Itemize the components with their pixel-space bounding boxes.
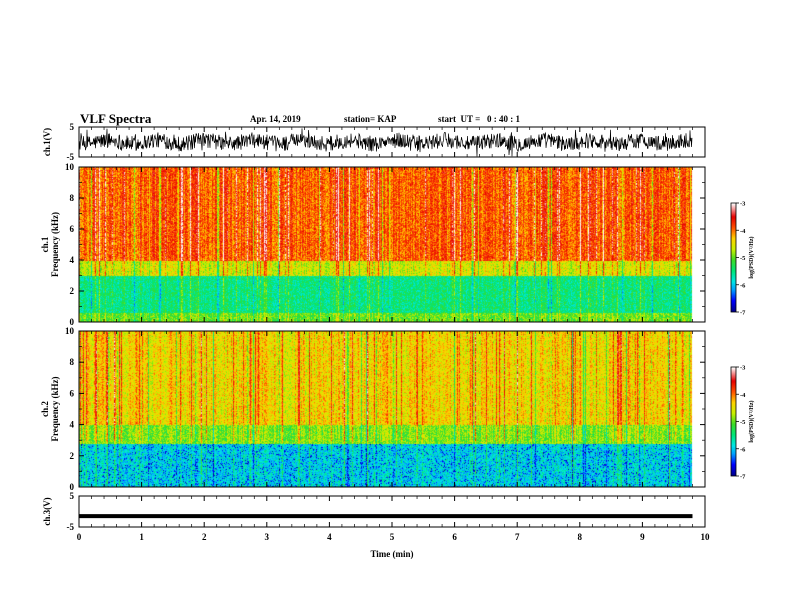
ch2-spectrogram-ylabel: Frequency (kHz) <box>50 376 60 441</box>
x-tick-label: 6 <box>452 532 457 542</box>
ch3-ytick-label: -5 <box>67 522 75 532</box>
ch1-spectrogram-colorbar-tick-label: -3 <box>740 201 746 208</box>
x-tick-label: 10 <box>701 532 711 542</box>
ch1-spectrogram-colorbar-tick-label: -7 <box>740 310 746 317</box>
ch3-ylabel: ch.3(V) <box>42 497 52 525</box>
ch2-spectrogram-ytick-label: 6 <box>70 388 75 398</box>
ch2-spectrogram-colorbar-tick-label: -7 <box>740 474 746 481</box>
ch1-ylabel: ch.1(V) <box>42 128 52 156</box>
ch1-spectrogram-ytick-label: 10 <box>65 162 75 172</box>
ch1-spectrogram-colorbar-tick-label: -5 <box>740 255 746 262</box>
x-tick-label: 4 <box>327 532 332 542</box>
ch2-spectrogram-ytick-label: 10 <box>65 326 75 336</box>
x-tick-label: 2 <box>202 532 207 542</box>
ch2-spectrogram-colorbar-tick-label: -3 <box>740 365 746 372</box>
x-tick-label: 1 <box>139 532 144 542</box>
ch1-spectrogram-colorbar <box>731 203 736 312</box>
x-tick-label: 8 <box>578 532 583 542</box>
ch2-spectrogram-colorbar <box>731 367 736 476</box>
ch2-spectrogram-ytick-label: 0 <box>70 482 75 492</box>
ch2-spectrogram-colorbar-label: log(PSD)(V²/Hz) <box>748 400 755 442</box>
x-tick-label: 7 <box>515 532 520 542</box>
ch1-ytick-label: -5 <box>67 152 75 162</box>
ch1-spectrogram-ytick-label: 0 <box>70 317 75 327</box>
ch1-waveform <box>78 128 693 157</box>
ch2-spectrogram-colorbar-tick-label: -6 <box>740 446 746 453</box>
station-label: station= KAP <box>344 114 397 124</box>
x-tick-label: 5 <box>390 532 395 542</box>
ch1-spectrogram-colorbar-tick-label: -6 <box>740 282 746 289</box>
ch1-spectrogram-ytick-label: 6 <box>70 224 75 234</box>
start-time-label: start UT = 0 : 40 : 1 <box>438 114 520 124</box>
ch1-spectrogram-ytick-label: 4 <box>70 255 75 265</box>
ch1-spectrogram-colorbar-label: log(PSD)(V²/Hz) <box>748 236 755 278</box>
date-label: Apr. 14, 2019 <box>250 114 301 124</box>
ch2-spectrogram-heatmap <box>79 331 705 487</box>
x-tick-label: 0 <box>77 532 82 542</box>
x-tick-label: 3 <box>265 532 270 542</box>
ch2-spectrogram-channel-label: ch.2 <box>40 401 50 417</box>
ch2-spectrogram-colorbar-tick-label: -5 <box>740 419 746 426</box>
ch2-spectrogram-ytick-label: 2 <box>70 451 75 461</box>
ch1-spectrogram-ylabel: Frequency (kHz) <box>50 212 60 277</box>
x-tick-label: 9 <box>640 532 645 542</box>
chart-title: VLF Spectra <box>80 111 152 126</box>
ch1-spectrogram-heatmap <box>79 167 705 322</box>
ch2-spectrogram-ytick-label: 4 <box>70 420 75 430</box>
ch1-spectrogram-channel-label: ch.1 <box>40 236 50 252</box>
ch3-ytick-label: 5 <box>70 491 75 501</box>
ch1-spectrogram-colorbar-tick-label: -4 <box>740 228 746 235</box>
ch1-ytick-label: 5 <box>70 122 75 132</box>
x-axis-label: Time (min) <box>370 549 413 559</box>
ch1-spectrogram-ytick-label: 2 <box>70 286 75 296</box>
ch1-spectrogram-ytick-label: 8 <box>70 193 75 203</box>
ch2-spectrogram-colorbar-tick-label: -4 <box>740 392 746 399</box>
ch2-spectrogram-ytick-label: 8 <box>70 357 75 367</box>
